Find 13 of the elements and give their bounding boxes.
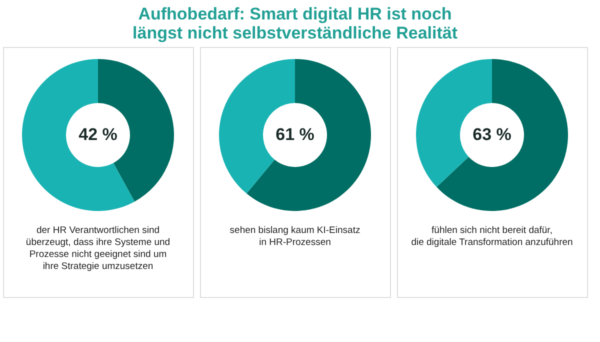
data-label: 61 %	[276, 125, 314, 144]
text: fühlen sich nicht bereit dafür, die digitale Transformation anzuführen	[411, 225, 573, 248]
donut-slice	[22, 59, 135, 211]
donut-slice	[436, 59, 568, 211]
data-label: 42 %	[78, 125, 118, 144]
donut-slice	[246, 59, 371, 211]
data-label: 63 %	[472, 125, 512, 144]
text: sehen bislang kaum KI-Einsatz in HR-Prozessen	[230, 225, 360, 248]
text: der HR Verantwortlichen sind überzeugt, dass ihre Systeme und Prozesse nicht geeignet sind um ihre Strategie umzusetzen	[26, 225, 170, 272]
donut-slice	[416, 59, 492, 188]
donut-slice	[219, 59, 295, 194]
donut-slice	[98, 59, 174, 202]
text: Aufhobedarf: Smart digital HR ist noch längst nicht selbstverständliche Realität	[132, 4, 458, 42]
